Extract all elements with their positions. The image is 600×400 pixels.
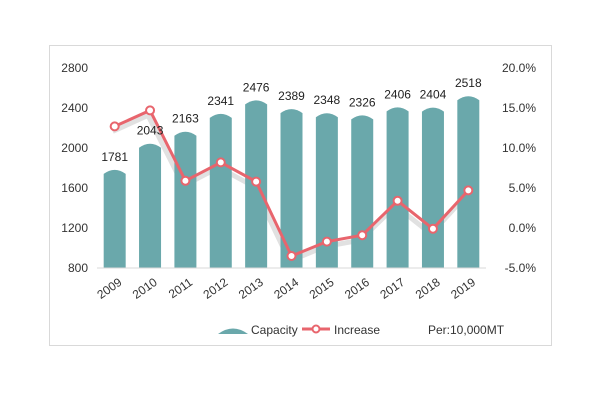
capacity-label-2018: 2404 [420,88,447,102]
increase-point-2017 [392,195,403,206]
capacity-label-2019: 2518 [455,76,482,90]
increase-point-2018 [427,223,438,234]
increase-point-2009 [109,121,120,132]
increase-point-2013 [251,176,262,187]
capacity-label-2015: 2348 [314,93,341,107]
capacity-label-2010: 2043 [137,124,164,138]
right-tick-5.0%: 5.0% [509,181,537,195]
chart-frame: 1781 2043 2163 2341 2476 2389 2348 2326 2406 2404… [49,45,552,346]
capacity-bar-2016 [351,115,374,269]
increase-point-2011 [180,175,191,186]
capacity-label-2014: 2389 [278,89,305,103]
increase-point-2012 [215,157,226,168]
legend-increase-swatch-marker [311,324,321,334]
data-labels-layer: 1781 2043 2163 2341 2476 2389 2348 2326 2406 2404… [101,76,482,164]
legend-capacity-label: Capacity [251,323,298,337]
capacity-bar-2009 [103,169,126,268]
right-tick-0.0%: 0.0% [509,221,537,235]
capacity-label-2009: 1781 [101,150,128,164]
x-tick-2009: 2009 [94,275,124,302]
legend-capacity-swatch [218,328,248,334]
left-axis: 800 1200 1600 2000 2400 2800 [61,61,88,275]
left-tick-2000: 2000 [61,141,88,155]
capacity-bar-2015 [315,113,338,268]
capacity-bar-2019 [457,96,480,268]
x-tick-2015: 2015 [307,275,337,302]
left-tick-1200: 1200 [61,221,88,235]
capacity-bar-2018 [421,107,444,268]
bars-layer [103,96,480,269]
capacity-bar-2014 [280,109,303,268]
x-tick-2014: 2014 [271,275,301,302]
x-tick-2019: 2019 [448,275,478,302]
right-axis: -5.0% 0.0% 5.0% 10.0% 15.0% 20.0% [502,61,536,275]
x-tick-2016: 2016 [342,275,372,302]
x-tick-2018: 2018 [413,275,443,302]
increase-point-2014 [286,251,297,261]
x-tick-2011: 2011 [166,275,195,301]
line-layer [109,105,474,261]
capacity-label-2017: 2406 [384,87,411,101]
right-tick-10.0%: 10.0% [502,141,536,155]
legend-increase-label: Increase [334,323,380,337]
capacity-bar-2010 [139,143,162,268]
increase-point-2019 [463,185,474,196]
legend: Capacity Increase Per:10,000MT [218,323,505,337]
x-tick-2013: 2013 [236,275,266,302]
x-axis: 2009 2010 2011 2012 2013 2014 2015 2016 2017 2018… [94,267,486,302]
capacity-bar-2012 [209,113,232,269]
right-tick--5.0%: -5.0% [505,261,537,275]
right-tick-20.0%: 20.0% [502,61,536,75]
left-tick-2400: 2400 [61,101,88,115]
left-tick-800: 800 [68,261,88,275]
capacity-label-2012: 2341 [207,94,234,108]
increase-point-2015 [321,236,332,247]
right-tick-15.0%: 15.0% [502,101,536,115]
left-tick-2800: 2800 [61,61,88,75]
x-tick-2010: 2010 [130,275,160,302]
capacity-bar-2011 [174,131,197,268]
capacity-label-2013: 2476 [243,80,270,94]
unit-note: Per:10,000MT [428,323,505,337]
x-tick-2012: 2012 [201,275,231,302]
capacity-label-2016: 2326 [349,95,376,109]
increase-point-2010 [145,105,156,116]
capacity-bar-2017 [386,107,409,269]
x-tick-2017: 2017 [377,275,407,302]
left-tick-1600: 1600 [61,181,88,195]
capacity-increase-chart: 1781 2043 2163 2341 2476 2389 2348 2326 2406 2404… [61,61,536,337]
capacity-label-2011: 2163 [172,112,199,126]
increase-point-2016 [357,230,368,241]
